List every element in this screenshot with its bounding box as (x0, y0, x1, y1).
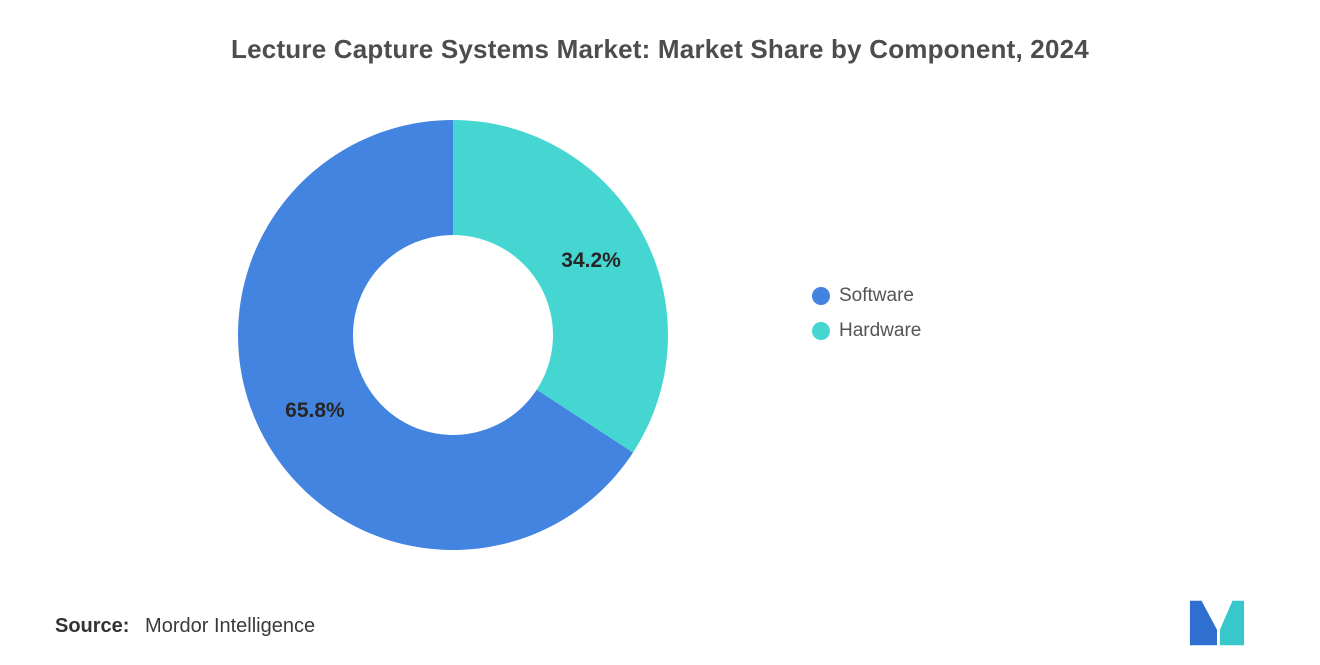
logo-left-shape (1189, 600, 1217, 646)
mordor-intelligence-logo (1189, 600, 1245, 646)
donut-chart-area: 65.8% 34.2% (238, 120, 668, 550)
source-label: Source: (55, 615, 130, 637)
chart-legend: Software Hardware (812, 285, 921, 342)
source-row: Source: Mordor Intelligence (55, 615, 315, 638)
chart-title: Lecture Capture Systems Market: Market S… (231, 34, 1089, 64)
legend-label-hardware: Hardware (839, 320, 922, 341)
legend-label-software: Software (839, 285, 914, 306)
legend-swatch-hardware (812, 322, 830, 340)
logo-right-shape (1219, 600, 1245, 646)
legend-item-hardware[interactable]: Hardware (812, 320, 921, 342)
data-label-hardware: 34.2% (561, 249, 621, 272)
data-label-software: 65.8% (285, 399, 345, 422)
legend-swatch-software (812, 287, 830, 305)
source-text: Mordor Intelligence (145, 615, 316, 637)
donut-chart: 65.8% 34.2% (238, 120, 668, 550)
legend-item-software[interactable]: Software (812, 285, 921, 307)
slice-hardware[interactable] (453, 120, 668, 453)
slice-software[interactable] (238, 120, 634, 550)
